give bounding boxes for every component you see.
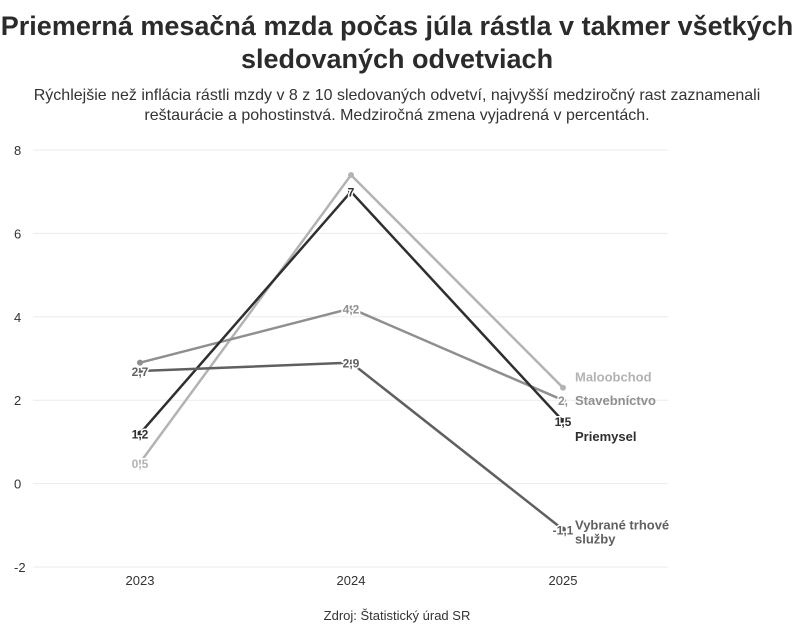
data-point xyxy=(560,526,566,533)
y-tick-label: -2 xyxy=(14,560,26,575)
data-label: 2,9 xyxy=(343,357,360,371)
y-tick-label: 4 xyxy=(14,310,21,325)
y-tick-label: 6 xyxy=(14,226,21,241)
data-label: -1,1 xyxy=(553,523,574,537)
data-point xyxy=(137,359,143,366)
data-label: 1,2 xyxy=(132,428,149,442)
y-tick-label: 0 xyxy=(14,477,21,492)
x-tick-label: 2025 xyxy=(549,573,578,588)
data-label: 4,2 xyxy=(343,302,360,316)
data-label: 1,5 xyxy=(555,415,572,429)
x-tick-label: 2024 xyxy=(337,573,366,588)
source-note: Zdroj: Štatistický úrad SR xyxy=(323,608,471,623)
data-point xyxy=(560,384,566,391)
data-point xyxy=(348,359,354,366)
data-point xyxy=(348,188,354,195)
chart-subtitle: Rýchlejšie než inflácia rástli mzdy v 8 … xyxy=(33,87,761,124)
series-end-label: Vybrané trhové služby xyxy=(575,517,669,546)
data-point xyxy=(137,368,143,375)
data-point xyxy=(137,430,143,437)
data-label: 7 xyxy=(348,186,355,200)
data-point xyxy=(348,305,354,312)
series-end-label: Stavebníctvo xyxy=(575,393,656,408)
data-point xyxy=(560,418,566,425)
series-end-label: Priemysel xyxy=(575,429,636,444)
series-line xyxy=(139,361,564,531)
data-point xyxy=(560,397,566,404)
data-point xyxy=(137,459,143,466)
data-label: 2,7 xyxy=(132,365,149,379)
x-tick-label: 2023 xyxy=(126,573,155,588)
series-line xyxy=(138,173,564,464)
data-label: 0,5 xyxy=(132,457,149,471)
y-tick-label: 8 xyxy=(14,143,21,158)
chart-title: Priemerná mesačná mzda počas júla rástla… xyxy=(0,11,794,74)
data-label: 2, xyxy=(558,394,568,408)
y-tick-label: 2 xyxy=(14,393,21,408)
series-line xyxy=(139,307,564,402)
series-end-label: Maloobchod xyxy=(575,370,652,385)
data-point xyxy=(348,172,354,179)
